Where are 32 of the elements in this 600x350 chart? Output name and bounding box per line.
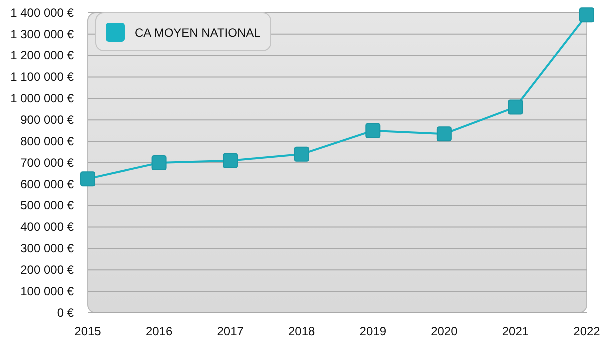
y-tick-label: 0 € [57,306,74,320]
x-tick-label: 2022 [574,324,600,339]
x-tick-label: 2017 [217,324,244,339]
x-tick-label: 2021 [502,324,530,339]
legend-label: CA MOYEN NATIONAL [135,26,262,40]
y-tick-label: 1 400 000 € [10,6,74,20]
point [294,146,310,162]
point [366,123,381,138]
x-tick-label: 2020 [431,324,458,339]
y-tick-label: 1 100 000 € [10,70,74,84]
y-tick-label: 800 000 € [20,134,74,148]
point [436,126,452,142]
x-tick-label: 2019 [360,324,387,339]
y-tick-label: 900 000 € [20,112,74,127]
point [508,100,524,115]
y-tick-label: 700 000 € [20,156,74,170]
point [152,156,167,170]
y-tick-label: 200 000 € [20,262,74,277]
x-tick-label: 2015 [74,324,102,339]
y-tick-label: 400 000 € [20,220,74,234]
x-tick-label: 2018 [288,324,316,339]
point [580,8,594,23]
x-tick-label: 2016 [146,324,173,339]
y-tick-label: 1 000 000 € [10,92,74,106]
y-tick-label: 100 000 € [20,284,74,298]
y-tick-label: 500 000 € [20,198,74,213]
point [80,172,96,187]
y-tick-label: 600 000 € [20,177,74,192]
y-tick-label: 1 200 000 € [10,48,74,63]
point [223,153,238,168]
y-tick-label: 1 300 000 € [10,27,74,42]
y-tick-label: 300 000 € [20,242,74,256]
